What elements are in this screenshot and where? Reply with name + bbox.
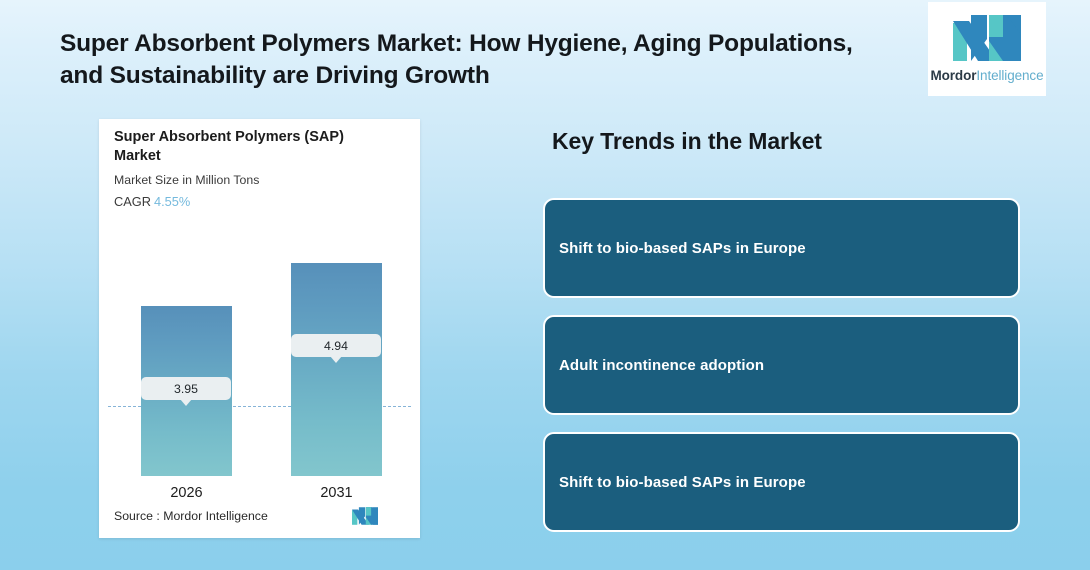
mordor-intelligence-mi-monogram-icon — [352, 507, 378, 525]
source-label: Source : Mordor Intelligence — [114, 509, 268, 523]
brand-logo: MordorIntelligence — [928, 2, 1046, 96]
chart-plot-area: 3.95 4.94 2026 2031 — [99, 224, 420, 501]
trend-card-1[interactable]: Shift to bio-based SAPs in Europe — [543, 198, 1020, 298]
chart-subtitle: Market Size in Million Tons — [114, 173, 260, 187]
brand-word-secondary: Intelligence — [976, 68, 1044, 83]
trends-heading: Key Trends in the Market — [552, 128, 822, 154]
trend-card-label: Shift to bio-based SAPs in Europe — [559, 473, 806, 491]
trend-card-label: Adult incontinence adoption — [559, 356, 765, 374]
chart-title: Super Absorbent Polymers (SAP) Market — [114, 129, 344, 165]
brand-wordmark: MordorIntelligence — [930, 68, 1043, 83]
trend-card-2[interactable]: Adult incontinence adoption — [543, 315, 1020, 415]
cagr-label: CAGR — [114, 194, 151, 209]
trend-card-list: Shift to bio-based SAPs in Europe Adult … — [543, 198, 1020, 532]
cagr-row: CAGR 4.55% — [114, 194, 190, 209]
bar-value-label-2031: 4.94 — [291, 334, 381, 363]
cagr-value: 4.55% — [153, 194, 191, 209]
chart-card: Super Absorbent Polymers (SAP) Market Ma… — [99, 119, 420, 538]
source-row: Source : Mordor Intelligence — [114, 506, 406, 526]
x-axis-tick-2031: 2031 — [320, 485, 353, 501]
mordor-intelligence-mi-monogram-icon — [953, 15, 1021, 61]
trend-card-label: Shift to bio-based SAPs in Europe — [559, 239, 806, 257]
bar-2031[interactable] — [291, 263, 382, 476]
reference-dashed-line — [108, 406, 411, 407]
x-axis-tick-2026: 2026 — [170, 485, 203, 501]
bar-value-label-2026: 3.95 — [141, 377, 231, 406]
page-title: Super Absorbent Polymers Market: How Hyg… — [60, 30, 853, 90]
trend-card-3[interactable]: Shift to bio-based SAPs in Europe — [543, 432, 1020, 532]
brand-word-primary: Mordor — [930, 68, 977, 83]
